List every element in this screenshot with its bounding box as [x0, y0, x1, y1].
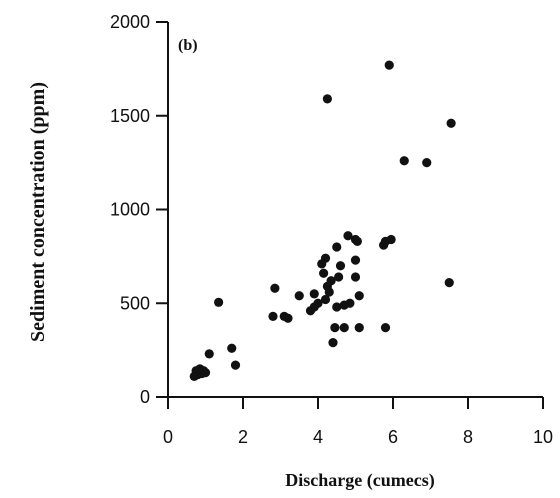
data-point	[332, 302, 342, 312]
y-tick-label: 1500	[110, 106, 150, 126]
data-point	[200, 368, 211, 378]
data-point	[268, 311, 278, 321]
data-point	[309, 289, 319, 299]
y-axis-title: Sediment concentration (ppm)	[27, 82, 49, 342]
data-point	[319, 268, 329, 278]
y-tick-label: 500	[120, 293, 150, 313]
data-point	[446, 118, 456, 128]
data-point	[320, 253, 331, 263]
data-point	[345, 298, 355, 308]
y-tick-label: 0	[140, 387, 150, 407]
data-point	[330, 323, 340, 333]
data-point	[320, 294, 331, 305]
y-tick-label: 2000	[110, 12, 150, 32]
data-point	[354, 291, 364, 301]
data-point	[313, 298, 323, 308]
data-point	[444, 278, 454, 288]
data-points	[189, 60, 456, 381]
data-point	[326, 276, 336, 286]
data-point	[380, 323, 391, 333]
x-tick-label: 2	[238, 427, 248, 447]
data-point	[352, 236, 362, 246]
chart-axes	[167, 22, 543, 398]
x-tick-label: 10	[533, 427, 553, 447]
x-tick-label: 4	[313, 427, 323, 447]
data-point	[322, 94, 332, 104]
x-tick-label: 6	[388, 427, 398, 447]
data-point	[354, 323, 364, 333]
data-point	[399, 156, 409, 166]
x-tick-label: 0	[163, 427, 173, 447]
data-point	[384, 60, 394, 70]
data-point	[324, 287, 334, 297]
data-point	[214, 297, 224, 307]
data-point	[328, 338, 338, 348]
data-point	[386, 234, 396, 245]
data-point	[332, 242, 342, 252]
data-point	[270, 283, 280, 293]
y-ticks: 0 500 1000 1500 2000	[110, 12, 168, 407]
panel-label: (b)	[178, 37, 198, 54]
data-point	[335, 261, 346, 271]
data-point	[334, 272, 344, 282]
data-point	[350, 255, 361, 265]
data-point	[204, 349, 214, 359]
x-tick-label: 8	[463, 427, 473, 447]
x-axis-title: Discharge (cumecs)	[285, 470, 434, 491]
y-tick-label: 1000	[110, 200, 150, 220]
data-point	[283, 313, 293, 323]
x-ticks: 0 2 4 6 8 10	[163, 397, 553, 447]
data-point	[339, 323, 349, 333]
data-point	[227, 343, 237, 353]
data-point	[422, 158, 432, 168]
data-point	[350, 272, 361, 282]
data-point	[343, 231, 353, 241]
data-point	[294, 291, 304, 301]
data-point	[230, 360, 241, 370]
